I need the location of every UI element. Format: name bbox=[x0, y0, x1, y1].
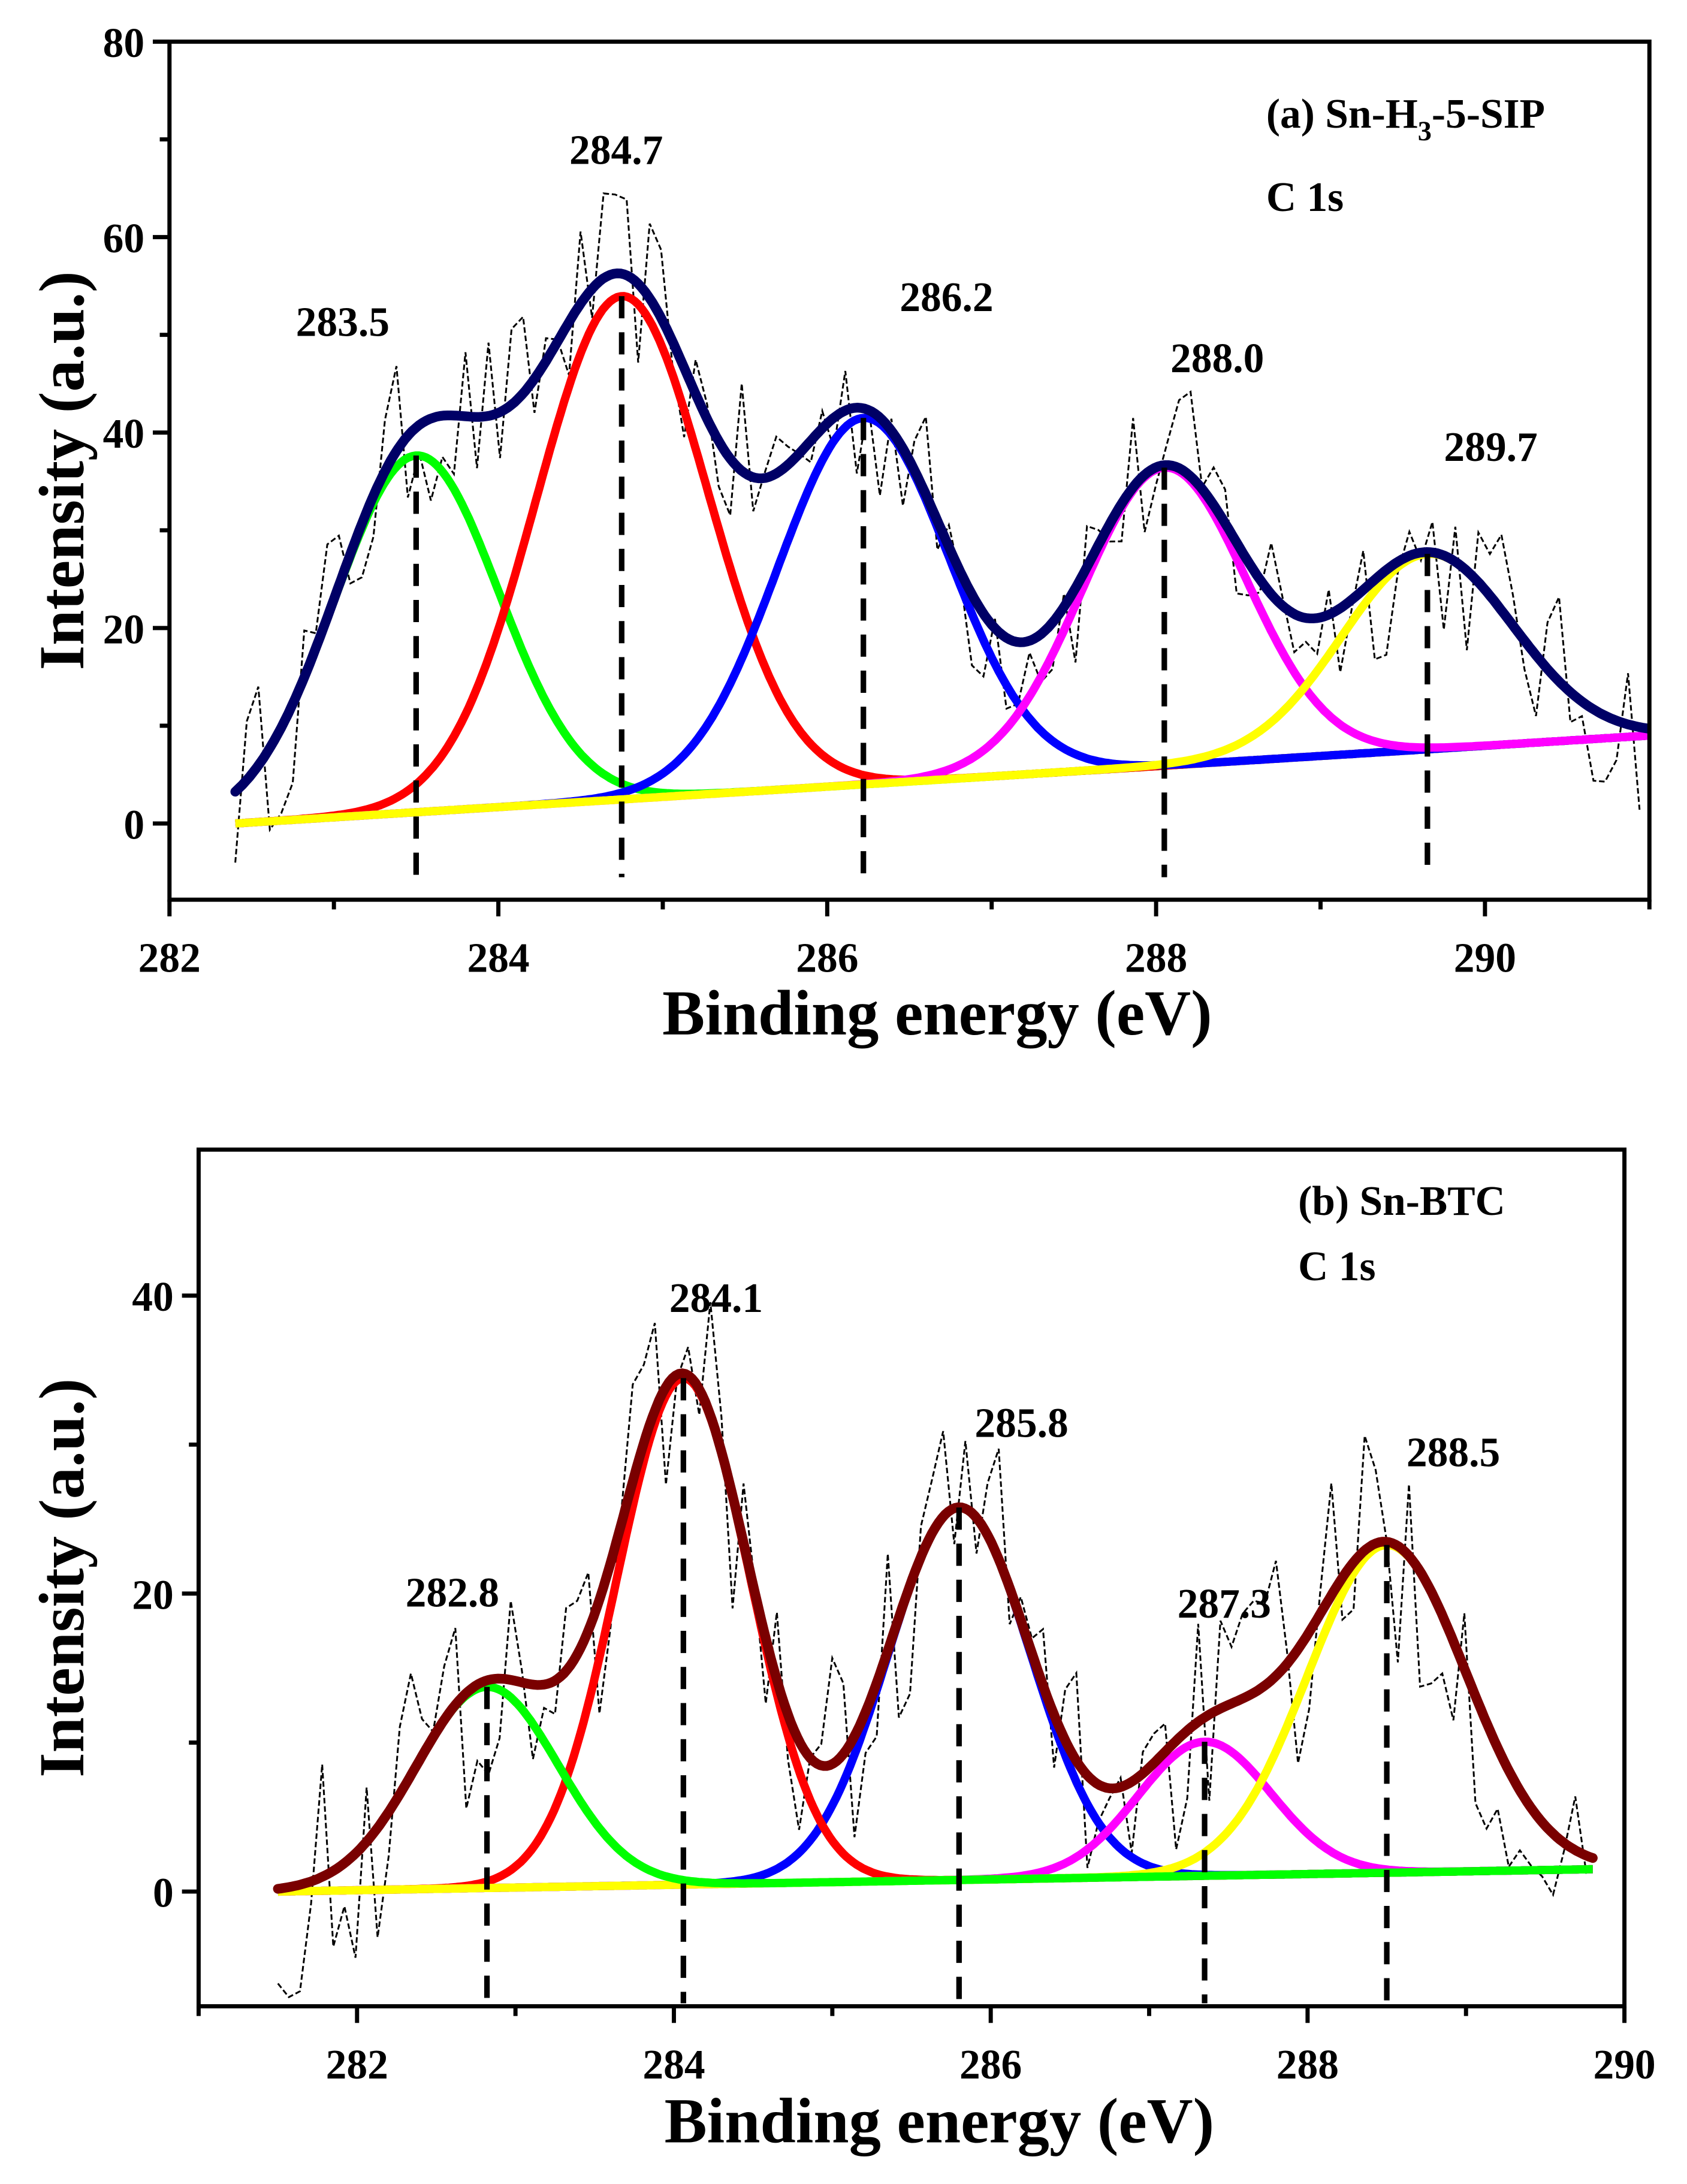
x-tick-label: 282 bbox=[138, 936, 201, 982]
peak-label: 288.5 bbox=[1407, 1429, 1500, 1476]
fit-component-285-8 bbox=[277, 1503, 1594, 1896]
axes-frame bbox=[196, 1147, 1627, 2008]
y-tick-label: 20 bbox=[103, 607, 144, 653]
x-tick-label: 290 bbox=[1454, 936, 1516, 982]
panel-subtitle: C 1s bbox=[1298, 1244, 1375, 1290]
y-tick-label: 0 bbox=[123, 802, 144, 848]
y-axis-title: Intensity (a.u.) bbox=[27, 1378, 98, 1778]
peak-label: 287.3 bbox=[1178, 1581, 1271, 1627]
x-tick-label: 282 bbox=[326, 2042, 388, 2088]
raw-data-line bbox=[277, 1302, 1588, 1999]
x-tick-label: 286 bbox=[796, 936, 858, 982]
panel-subtitle: C 1s bbox=[1266, 174, 1344, 221]
y-tick-label: 40 bbox=[103, 411, 144, 457]
x-tick-label: 288 bbox=[1125, 936, 1187, 982]
y-tick-label: 20 bbox=[132, 1572, 173, 1618]
panel-label-main: (b) Sn-BTC bbox=[1298, 1178, 1505, 1224]
peak-label: 283.5 bbox=[296, 300, 390, 346]
x-axis-title: Binding energy (eV) bbox=[662, 978, 1212, 1049]
axes-frame bbox=[167, 40, 1652, 902]
raw-data-line bbox=[234, 192, 1641, 863]
fit-envelope-line bbox=[230, 269, 1650, 797]
peak-label: 286.2 bbox=[900, 274, 993, 321]
peak-label: 285.8 bbox=[974, 1401, 1068, 1447]
x-tick-label: 286 bbox=[959, 2042, 1022, 2088]
y-axis-title: Intensity (a.u.) bbox=[27, 271, 98, 670]
chart-a-sn-h3-5-sip: 283.5 284.7 286.2 288.0 289.7 282 284 286 288 290… bbox=[27, 20, 1652, 1049]
x-tick-label: 288 bbox=[1276, 2042, 1339, 2088]
x-tick-label: 284 bbox=[642, 2042, 705, 2088]
fit-component-289-7 bbox=[234, 550, 1650, 828]
y-tick-label: 0 bbox=[153, 1871, 174, 1917]
peak-label: 289.7 bbox=[1444, 424, 1537, 470]
x-axis-title: Binding energy (eV) bbox=[665, 2086, 1214, 2157]
chart-b-sn-btc: 282.8 284.1 285.8 287.3 288.5 282 284 286 288 290… bbox=[27, 1147, 1656, 2157]
plot-area bbox=[230, 192, 1650, 863]
y-tick-label: 40 bbox=[132, 1274, 173, 1320]
fit-component-282-8 bbox=[277, 1682, 1594, 1893]
plot-area bbox=[273, 1302, 1598, 1999]
y-tick-label: 80 bbox=[103, 20, 144, 67]
panel-label: (b) Sn-BTC bbox=[1298, 1178, 1505, 1224]
panel-label: (a) Sn-H3-5-SIP bbox=[1266, 91, 1545, 147]
panel-label-main: (a) Sn-H bbox=[1266, 91, 1418, 137]
panel-label-suffix: -5-SIP bbox=[1432, 91, 1545, 137]
fit-envelope-line bbox=[273, 1368, 1598, 1894]
x-tick-label: 290 bbox=[1593, 2042, 1655, 2088]
peak-label: 284.7 bbox=[569, 127, 663, 173]
peak-label: 288.0 bbox=[1170, 336, 1264, 382]
y-tick-label: 60 bbox=[103, 216, 144, 262]
peak-label: 282.8 bbox=[406, 1570, 499, 1616]
panel-label-subscript: 3 bbox=[1418, 116, 1432, 147]
x-tick-label: 284 bbox=[467, 936, 529, 982]
peak-label: 284.1 bbox=[669, 1275, 763, 1322]
